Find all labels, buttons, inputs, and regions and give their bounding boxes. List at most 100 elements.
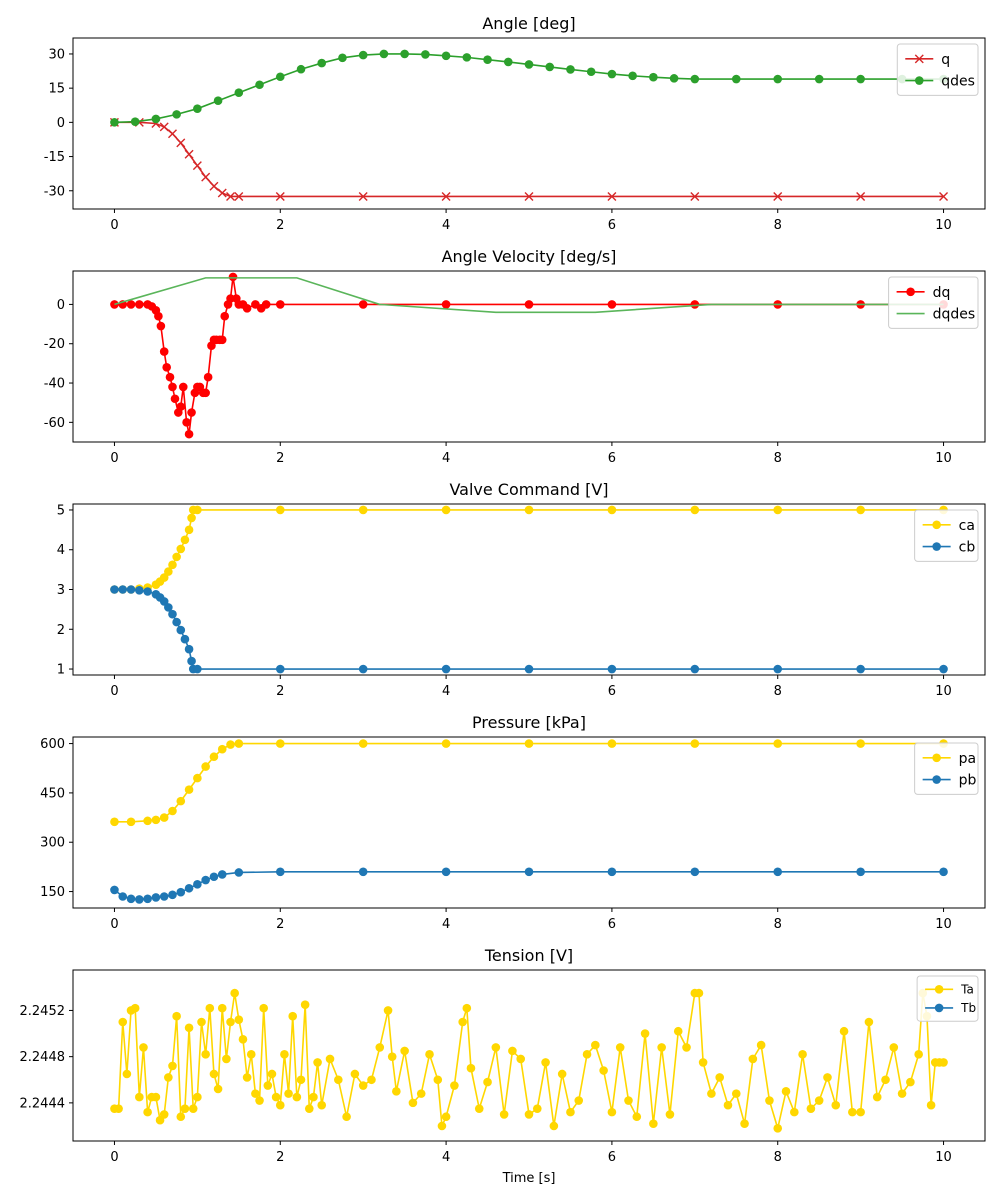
data-point bbox=[499, 1110, 509, 1119]
data-point bbox=[939, 191, 949, 201]
data-point bbox=[165, 372, 175, 382]
data-point bbox=[242, 304, 252, 313]
data-point bbox=[375, 1043, 385, 1052]
data-point bbox=[114, 1104, 123, 1113]
legend-marker bbox=[932, 775, 941, 784]
data-point bbox=[831, 1100, 841, 1110]
data-point bbox=[151, 893, 161, 902]
x-tick-label: 2 bbox=[276, 1150, 284, 1165]
data-point bbox=[524, 191, 534, 201]
series-markers-Ta bbox=[110, 988, 948, 1133]
data-point bbox=[313, 1058, 322, 1067]
legend-entry-ca: ca bbox=[959, 518, 975, 534]
legend-entry-pb: pb bbox=[959, 773, 977, 789]
series-line-dqdes bbox=[114, 277, 944, 314]
data-point bbox=[201, 1050, 210, 1059]
data-point bbox=[203, 372, 213, 382]
data-point bbox=[334, 1075, 343, 1085]
y-tick-label: 2.2444 bbox=[20, 1096, 66, 1111]
axes-frame bbox=[72, 969, 986, 1142]
data-point bbox=[524, 664, 534, 674]
data-point bbox=[184, 429, 194, 439]
legend-marker bbox=[914, 54, 924, 64]
axes-frame bbox=[72, 270, 986, 443]
legend-entry-qdes: qdes bbox=[941, 74, 975, 90]
y-tick-label: 2.2452 bbox=[20, 1004, 66, 1019]
data-point bbox=[441, 300, 451, 309]
data-point bbox=[176, 887, 186, 897]
data-point bbox=[926, 1100, 936, 1110]
data-point bbox=[205, 1003, 215, 1013]
y-tick-label: 1 bbox=[57, 663, 65, 678]
x-tick-label: 8 bbox=[774, 218, 782, 233]
chart-2: Angle Velocity [deg/s] 0 2 4 6 8 10 -60 -40 -20 0 d… bbox=[44, 247, 986, 466]
data-point bbox=[416, 1089, 426, 1098]
legend-entry-Ta: Ta bbox=[960, 983, 974, 997]
data-point bbox=[607, 505, 617, 515]
data-point bbox=[379, 49, 389, 59]
legend: ca cb bbox=[914, 509, 979, 562]
data-point bbox=[143, 816, 152, 826]
data-point bbox=[387, 1052, 397, 1061]
data-point bbox=[939, 1058, 948, 1067]
data-point bbox=[814, 74, 824, 84]
data-point bbox=[864, 1017, 874, 1027]
data-point bbox=[524, 300, 534, 309]
data-point bbox=[193, 104, 202, 113]
y-tick-label: 15 bbox=[48, 82, 65, 97]
data-point bbox=[607, 69, 617, 79]
data-point bbox=[135, 300, 144, 309]
data-point bbox=[110, 817, 119, 827]
data-point bbox=[897, 1089, 907, 1098]
data-point bbox=[441, 739, 451, 748]
data-point bbox=[263, 1081, 273, 1090]
data-point bbox=[151, 114, 161, 124]
data-point bbox=[220, 311, 230, 321]
x-tick-label: 10 bbox=[935, 451, 952, 466]
data-point bbox=[773, 505, 783, 515]
data-point bbox=[483, 1077, 492, 1087]
data-point bbox=[574, 1096, 584, 1105]
data-point bbox=[122, 1069, 132, 1079]
data-point bbox=[226, 740, 235, 749]
y-tick-label: 3 bbox=[57, 583, 65, 598]
data-point bbox=[516, 1054, 526, 1064]
data-point bbox=[599, 1066, 608, 1075]
legend-marker bbox=[932, 753, 941, 763]
data-point bbox=[773, 74, 783, 84]
data-point bbox=[135, 895, 144, 904]
data-point bbox=[607, 1107, 617, 1117]
x-tick-label: 0 bbox=[110, 1150, 118, 1165]
data-point bbox=[698, 1058, 708, 1067]
x-tick-label: 0 bbox=[110, 451, 118, 466]
data-point bbox=[234, 868, 244, 877]
data-point bbox=[773, 1123, 783, 1133]
legend-entry-dq: dq bbox=[933, 285, 951, 301]
data-point bbox=[193, 880, 202, 889]
data-point bbox=[193, 773, 202, 783]
x-tick-label: 4 bbox=[442, 1150, 450, 1165]
data-point bbox=[939, 867, 948, 877]
data-point bbox=[168, 560, 177, 570]
x-tick-label: 10 bbox=[935, 917, 952, 932]
data-point bbox=[201, 172, 211, 182]
data-point bbox=[939, 664, 948, 674]
x-tick-label: 4 bbox=[442, 451, 450, 466]
data-point bbox=[549, 1121, 559, 1131]
data-point bbox=[566, 65, 575, 74]
data-point bbox=[466, 1063, 476, 1073]
data-point bbox=[856, 664, 865, 674]
data-point bbox=[723, 1100, 733, 1110]
data-point bbox=[545, 62, 555, 72]
data-point bbox=[176, 625, 186, 635]
chart-title: Tension [V] bbox=[484, 946, 573, 965]
legend-marker bbox=[932, 520, 941, 530]
data-point bbox=[607, 867, 617, 877]
data-point bbox=[607, 739, 617, 748]
data-point bbox=[176, 1112, 186, 1122]
y-tick-label: 150 bbox=[40, 885, 65, 900]
chart-5: Tension [V] 0 2 4 6 8 10 2.2444 2.2448 2.2452 Ta Tb bbox=[20, 946, 986, 1165]
data-point bbox=[350, 1069, 360, 1079]
x-tick-label: 6 bbox=[608, 218, 616, 233]
